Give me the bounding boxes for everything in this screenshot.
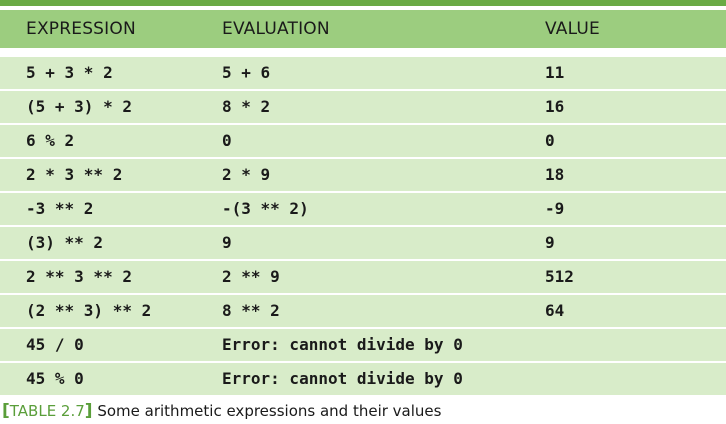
cell-evaluation: Error: cannot divide by 0	[222, 335, 463, 354]
table-caption: [TABLE 2.7] Some arithmetic expressions …	[2, 398, 441, 424]
table-row: 6 % 2 0 0	[0, 125, 726, 157]
table-body: 5 + 3 * 2 5 + 6 11 (5 + 3) * 2 8 * 2 16 …	[0, 57, 726, 397]
top-rule	[0, 0, 726, 6]
cell-expression: 2 * 3 ** 2	[26, 165, 123, 184]
cell-evaluation: 0	[222, 131, 232, 150]
cell-expression: 45 % 0	[26, 369, 84, 388]
cell-value: 512	[545, 267, 574, 286]
table-row: -3 ** 2 -(3 ** 2) -9	[0, 193, 726, 225]
table-row: (2 ** 3) ** 2 8 ** 2 64	[0, 295, 726, 327]
caption-label: TABLE 2.7	[9, 402, 85, 420]
header-evaluation: EVALUATION	[222, 19, 330, 39]
caption-text: Some arithmetic expressions and their va…	[92, 402, 442, 420]
cell-value: -9	[545, 199, 565, 218]
cell-evaluation: 5 + 6	[222, 63, 271, 82]
table-row: (3) ** 2 9 9	[0, 227, 726, 259]
caption-open-bracket: [	[2, 401, 10, 421]
cell-evaluation: 8 * 2	[222, 97, 271, 116]
cell-evaluation: 2 * 9	[222, 165, 271, 184]
cell-evaluation: -(3 ** 2)	[222, 199, 309, 218]
cell-evaluation: 9	[222, 233, 232, 252]
cell-evaluation: Error: cannot divide by 0	[222, 369, 463, 388]
cell-value: 9	[545, 233, 555, 252]
caption-close-bracket: ]	[84, 401, 93, 421]
cell-expression: 6 % 2	[26, 131, 75, 150]
table-row: 45 % 0 Error: cannot divide by 0	[0, 363, 726, 395]
table-row: (5 + 3) * 2 8 * 2 16	[0, 91, 726, 123]
cell-expression: (3) ** 2	[26, 233, 104, 252]
header-value: VALUE	[545, 19, 600, 39]
header-expression: EXPRESSION	[26, 19, 136, 39]
cell-value: 64	[545, 301, 565, 320]
cell-expression: -3 ** 2	[26, 199, 94, 218]
cell-expression: (2 ** 3) ** 2	[26, 301, 152, 320]
table-row: 5 + 3 * 2 5 + 6 11	[0, 57, 726, 89]
cell-value: 18	[545, 165, 565, 184]
cell-expression: 2 ** 3 ** 2	[26, 267, 132, 286]
cell-evaluation: 8 ** 2	[222, 301, 280, 320]
cell-value: 11	[545, 63, 565, 82]
table-header: EXPRESSION EVALUATION VALUE	[0, 10, 726, 48]
cell-evaluation: 2 ** 9	[222, 267, 280, 286]
table-row: 2 ** 3 ** 2 2 ** 9 512	[0, 261, 726, 293]
cell-expression: 45 / 0	[26, 335, 84, 354]
cell-value: 16	[545, 97, 565, 116]
table-row: 45 / 0 Error: cannot divide by 0	[0, 329, 726, 361]
cell-expression: 5 + 3 * 2	[26, 63, 113, 82]
cell-value: 0	[545, 131, 555, 150]
cell-expression: (5 + 3) * 2	[26, 97, 132, 116]
table-row: 2 * 3 ** 2 2 * 9 18	[0, 159, 726, 191]
